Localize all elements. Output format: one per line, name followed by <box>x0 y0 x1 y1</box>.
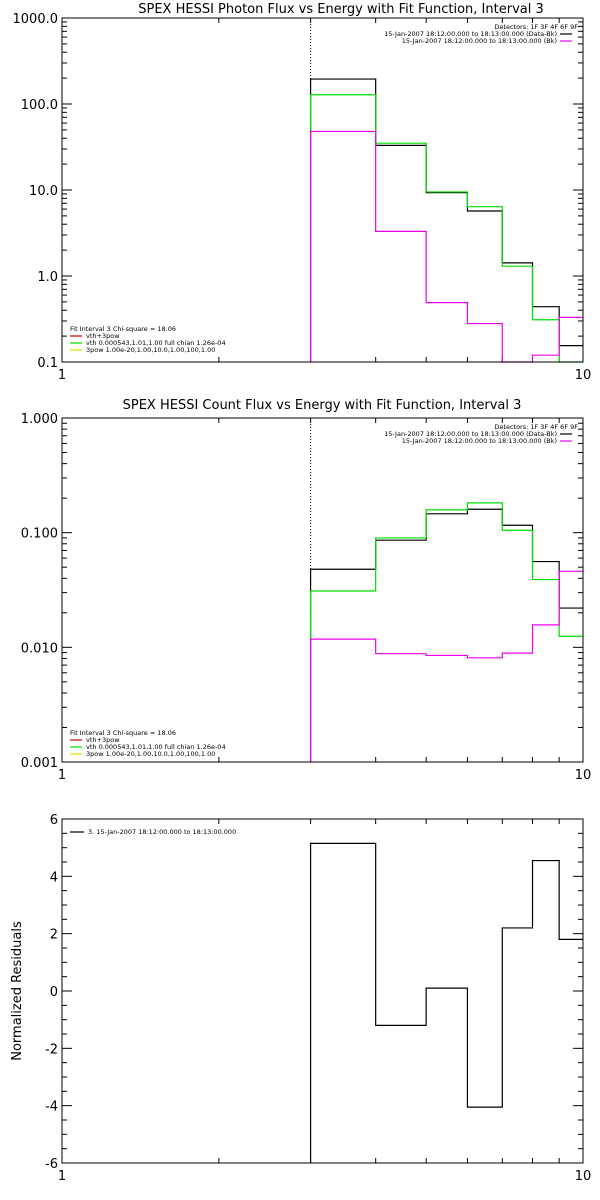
count-series-2-line <box>309 502 583 762</box>
count-fit-legend: Fit Interval 3 Chi-square = 18.06 vth+3p… <box>70 729 226 758</box>
residuals-legend-entry: 3. 15-Jan-2007 18:12:00.000 to 18:13:00.… <box>88 828 236 836</box>
residuals-y-tick-label: -4 <box>45 1100 58 1115</box>
residuals-y-tick-label: 6 <box>50 813 58 828</box>
photon-fit-legend-entry-2: vth 0.000543,1.01,1.00 full chian 1.26e-… <box>86 339 226 347</box>
photon-time-legend: 15-Jan-2007 18:12:00.000 to 18:13:00.000… <box>384 30 572 45</box>
count-fit-legend-entry-1: vth+3pow <box>86 736 120 744</box>
count-y-tick-label: 0.010 <box>21 641 58 656</box>
photon-y-tick-label: 0.1 <box>37 356 58 371</box>
photon-y-tick-label: 100.0 <box>21 98 58 113</box>
residuals-y-tick-label: 4 <box>50 870 58 885</box>
photon-plot-frame <box>61 17 584 363</box>
count-y-tick-label: 0.100 <box>21 527 58 542</box>
residuals-series-1 <box>309 842 583 1163</box>
photon-x-tick-label: 10 <box>575 368 592 383</box>
residuals-plot-area: 1 10 -6 -4 -2 0 2 4 6 <box>45 813 591 1184</box>
count-flux-panel: SPEX HESSI Count Flux vs Energy with Fit… <box>21 398 591 783</box>
photon-fit-legend-entry-1: vth+3pow <box>86 332 120 340</box>
photon-y-tick-label: 1.0 <box>37 270 58 285</box>
residuals-y-tick-label: -6 <box>45 1157 58 1172</box>
photon-plot-area: 1 10 0.1 1.0 10.0 100.0 1000.0 <box>13 12 592 383</box>
photon-y-tick-label: 10.0 <box>29 184 58 199</box>
count-fit-legend-entry-3: 3pow 1.00e-20,1.00,10.0,1.00,100,1.00 <box>86 750 215 758</box>
count-chart-title: SPEX HESSI Count Flux vs Energy with Fit… <box>123 398 522 413</box>
count-x-tick-label: 1 <box>58 768 66 783</box>
residuals-y-tick-label: -2 <box>45 1042 58 1057</box>
count-x-tick-label: 10 <box>575 768 592 783</box>
count-series-3 <box>309 570 583 762</box>
photon-time-legend-entry-2: 15-Jan-2007 18:12:00.000 to 18:13:00.000… <box>402 37 557 45</box>
photon-series-2 <box>309 94 583 363</box>
photon-series-2-line <box>309 94 583 363</box>
photon-series-3 <box>309 130 583 363</box>
count-fit-legend-entry-2: vth 0.000543,1.01,1.00 full chian 1.26e-… <box>86 743 226 751</box>
residuals-plot-frame <box>61 818 584 1164</box>
count-series-1-line <box>309 508 583 762</box>
residuals-series-1-line <box>309 842 583 1163</box>
residuals-y-tick-label: 0 <box>50 985 58 1000</box>
photon-detectors-text: Detectors: 1F 3F 4F 6F 9F <box>494 23 578 31</box>
count-time-legend-entry-1: 15-Jan-2007 18:12:00.000 to 18:13:00.000… <box>384 430 557 438</box>
count-y-tick-label: 0.001 <box>21 756 58 771</box>
count-series-2 <box>309 502 583 762</box>
residuals-x-tick-label: 10 <box>575 1169 592 1184</box>
count-fit-legend-header: Fit Interval 3 Chi-square = 18.06 <box>70 729 176 737</box>
residuals-y-axis-label: Normalized Residuals <box>10 921 25 1061</box>
photon-y-tick-label: 1000.0 <box>13 12 59 27</box>
count-time-legend: 15-Jan-2007 18:12:00.000 to 18:13:00.000… <box>384 430 572 445</box>
photon-fit-legend-header: Fit Interval 3 Chi-square = 18.06 <box>70 325 176 333</box>
photon-fit-legend-entry-3: 3pow 1.00e-20,1.00,10.0,1.00,100,1.00 <box>86 346 215 354</box>
residuals-legend: 3. 15-Jan-2007 18:12:00.000 to 18:13:00.… <box>70 828 236 836</box>
count-y-tick-label: 1.000 <box>21 412 58 427</box>
photon-chart-title: SPEX HESSI Photon Flux vs Energy with Fi… <box>138 2 544 17</box>
residuals-x-tick-label: 1 <box>58 1169 66 1184</box>
count-time-legend-entry-2: 15-Jan-2007 18:12:00.000 to 18:13:00.000… <box>402 437 557 445</box>
residuals-y-tick-label: 2 <box>50 928 58 943</box>
count-plot-area: 1 10 0.001 0.010 0.100 1.000 <box>21 412 591 783</box>
count-series-3-line <box>309 570 583 762</box>
photon-flux-panel: SPEX HESSI Photon Flux vs Energy with Fi… <box>13 2 592 383</box>
count-series-1 <box>309 508 583 762</box>
count-detectors-text: Detectors: 1F 3F 4F 6F 9F <box>494 423 578 431</box>
photon-fit-legend: Fit Interval 3 Chi-square = 18.06 vth+3p… <box>70 325 226 354</box>
residuals-panel: 1 10 -6 -4 -2 0 2 4 6 Normalized Residuals 3. 15… <box>10 813 591 1184</box>
photon-time-legend-entry-1: 15-Jan-2007 18:12:00.000 to 18:13:00.000… <box>384 30 557 38</box>
photon-x-tick-label: 1 <box>58 368 66 383</box>
count-plot-frame <box>61 417 584 763</box>
photon-series-3-line <box>309 130 583 363</box>
